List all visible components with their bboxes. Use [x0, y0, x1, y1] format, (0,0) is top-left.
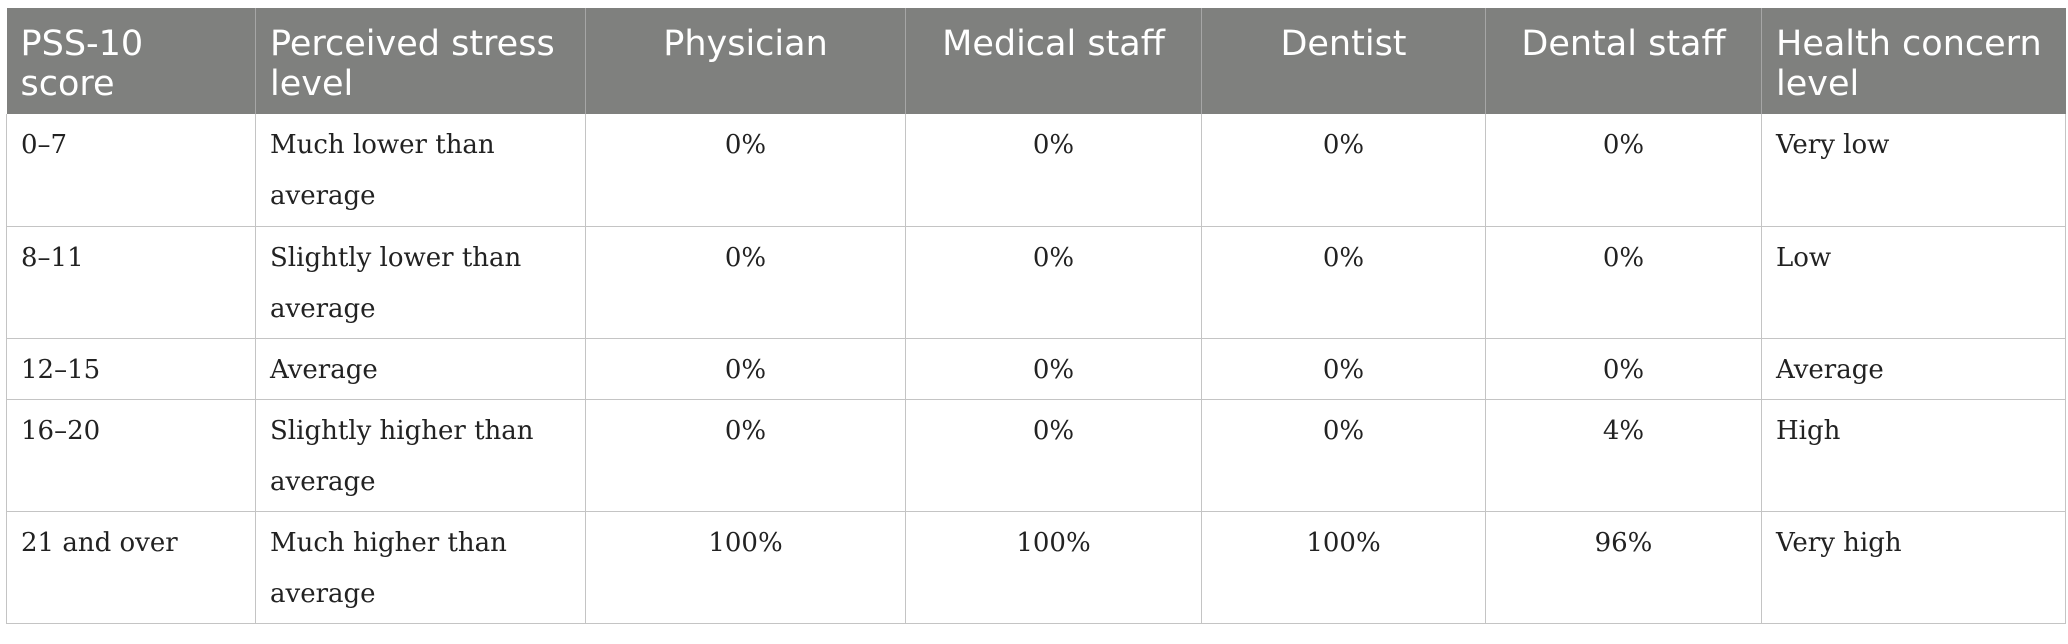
header-dentist: Dentist	[1201, 8, 1486, 114]
table-row: 12–15 Average 0% 0% 0% 0% Average	[6, 338, 2066, 400]
cell-physician: 100%	[585, 511, 906, 624]
cell-stress-level: Much higher than average	[255, 511, 586, 624]
table-row: 8–11 Slightly lower than average 0% 0% 0…	[6, 226, 2066, 339]
header-health-concern: Health concern level	[1761, 8, 2066, 114]
cell-medical-staff: 0%	[905, 114, 1202, 227]
cell-score: 16–20	[6, 399, 256, 512]
pss-table: PSS-10 score Perceived stress level Phys…	[6, 8, 2066, 624]
cell-medical-staff: 0%	[905, 399, 1202, 512]
cell-dental-staff: 96%	[1485, 511, 1762, 624]
cell-stress-level: Much lower than average	[255, 114, 586, 227]
table-row: 0–7 Much lower than average 0% 0% 0% 0% …	[6, 114, 2066, 227]
cell-score: 12–15	[6, 338, 256, 400]
cell-score: 0–7	[6, 114, 256, 227]
cell-physician: 0%	[585, 338, 906, 400]
cell-health-concern: Very low	[1761, 114, 2066, 227]
header-row: PSS-10 score Perceived stress level Phys…	[6, 8, 2066, 114]
cell-dental-staff: 0%	[1485, 226, 1762, 339]
cell-physician: 0%	[585, 114, 906, 227]
cell-medical-staff: 0%	[905, 226, 1202, 339]
table-row: 21 and over Much higher than average 100…	[6, 511, 2066, 624]
cell-dentist: 0%	[1201, 338, 1486, 400]
header-dental-staff: Dental staff	[1485, 8, 1762, 114]
cell-dentist: 0%	[1201, 399, 1486, 512]
cell-stress-level: Average	[255, 338, 586, 400]
cell-score: 8–11	[6, 226, 256, 339]
cell-dentist: 0%	[1201, 226, 1486, 339]
cell-health-concern: Average	[1761, 338, 2066, 400]
cell-medical-staff: 100%	[905, 511, 1202, 624]
cell-health-concern: Very high	[1761, 511, 2066, 624]
cell-health-concern: Low	[1761, 226, 2066, 339]
cell-score: 21 and over	[6, 511, 256, 624]
cell-physician: 0%	[585, 399, 906, 512]
cell-dental-staff: 0%	[1485, 338, 1762, 400]
header-pss-score: PSS-10 score	[6, 8, 256, 114]
header-physician: Physician	[585, 8, 906, 114]
cell-dentist: 100%	[1201, 511, 1486, 624]
cell-medical-staff: 0%	[905, 338, 1202, 400]
table-row: 16–20 Slightly higher than average 0% 0%…	[6, 399, 2066, 512]
cell-dental-staff: 4%	[1485, 399, 1762, 512]
cell-dentist: 0%	[1201, 114, 1486, 227]
cell-stress-level: Slightly lower than average	[255, 226, 586, 339]
cell-dental-staff: 0%	[1485, 114, 1762, 227]
cell-health-concern: High	[1761, 399, 2066, 512]
header-medical-staff: Medical staff	[905, 8, 1202, 114]
cell-stress-level: Slightly higher than average	[255, 399, 586, 512]
header-perceived-stress: Perceived stress level	[255, 8, 586, 114]
cell-physician: 0%	[585, 226, 906, 339]
